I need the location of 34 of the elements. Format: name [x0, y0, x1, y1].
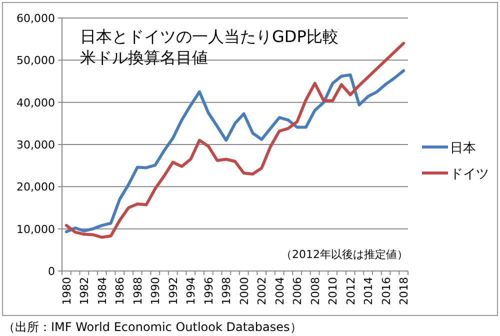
- x-tick-label: 2012: [344, 277, 358, 305]
- x-tick-label: 1992: [166, 277, 180, 305]
- legend-label: 日本: [450, 141, 476, 156]
- annotation: （2012年以後は推定値）: [281, 248, 408, 261]
- y-tick-label: 30,000: [16, 138, 55, 152]
- y-tick-label: 0: [48, 265, 55, 278]
- x-tick-label: 1994: [184, 277, 198, 305]
- text: （出所：IMF World Economic Outlook Databases）: [3, 320, 302, 334]
- x-tick-label: 2006: [291, 277, 304, 305]
- y-tick-label: 50,000: [16, 54, 55, 68]
- x-tick-label: 1990: [149, 277, 162, 305]
- x-tick-label: 1984: [96, 277, 109, 305]
- x-tick-label: 2002: [256, 277, 269, 305]
- x-tick-label: 2000: [238, 277, 251, 305]
- x-tick-label: 1998: [220, 277, 234, 305]
- x-tick-label: 1980: [60, 277, 74, 305]
- x-tick-label: 1996: [202, 277, 216, 305]
- y-tick-label: 10,000: [16, 222, 55, 236]
- text: 米ドル換算名目値: [80, 48, 208, 67]
- x-tick-label: 1982: [78, 277, 92, 305]
- x-tick-label: 2010: [326, 277, 340, 305]
- x-tick-label: 2014: [362, 277, 376, 305]
- x-tick-label: 2018: [398, 277, 411, 305]
- y-tick-label: 40,000: [16, 96, 55, 110]
- x-tick-label: 1986: [114, 277, 127, 305]
- text: 日本とドイツの一人当たりGDP比較: [80, 27, 338, 46]
- x-tick-label: 2008: [308, 277, 322, 305]
- x-tick-label: 1988: [131, 277, 144, 305]
- y-tick-label: 60,000: [16, 12, 55, 25]
- x-tick-label: 2004: [273, 277, 286, 305]
- legend-label: ドイツ: [450, 167, 489, 182]
- line-series: [64, 69, 406, 234]
- y-tick-label: 20,000: [16, 180, 55, 194]
- x-tick-label: 2016: [380, 277, 393, 305]
